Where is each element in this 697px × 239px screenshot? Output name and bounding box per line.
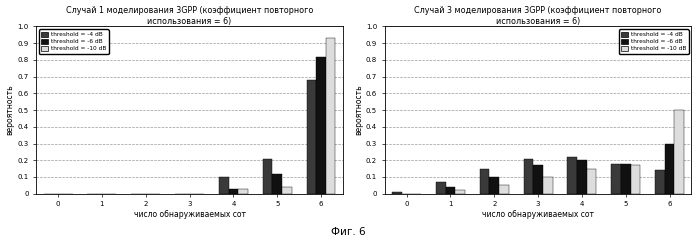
Bar [489,177,499,194]
Bar [273,174,282,194]
Bar [219,177,229,194]
Legend: threshold = -4 dB, threshold = -6 dB, threshold = -10 dB: threshold = -4 dB, threshold = -6 dB, th… [619,29,689,54]
Bar [655,170,665,194]
Bar [282,187,291,194]
Bar [533,165,543,194]
X-axis label: число обнаруживаемых сот: число обнаруживаемых сот [134,210,245,219]
Y-axis label: вероятность: вероятность [354,85,363,135]
Bar [611,163,621,194]
Bar [436,182,445,194]
Bar [665,143,675,194]
Bar [326,38,335,194]
Bar [567,157,577,194]
Bar [392,192,401,194]
Title: Случай 3 моделирования 3GPP (коэффициент повторного
использования = 6): Случай 3 моделирования 3GPP (коэффициент… [415,5,661,26]
Bar [455,190,465,194]
Bar [480,168,489,194]
Bar [631,165,640,194]
Bar [445,187,455,194]
Bar [543,177,553,194]
Bar [316,57,326,194]
Title: Случай 1 моделирования 3GPP (коэффициент повторного
использования = 6): Случай 1 моделирования 3GPP (коэффициент… [66,5,313,26]
Bar [263,158,273,194]
Text: Фиг. 6: Фиг. 6 [331,227,366,237]
Bar [587,168,597,194]
Bar [307,80,316,194]
Y-axis label: вероятность: вероятность [6,85,15,135]
Bar [229,189,238,194]
X-axis label: число обнаруживаемых сот: число обнаруживаемых сот [482,210,594,219]
Bar [675,110,684,194]
Bar [577,160,587,194]
Bar [238,189,248,194]
Bar [499,185,509,194]
Bar [621,163,631,194]
Bar [523,158,533,194]
Legend: threshold = -4 dB, threshold = -6 dB, threshold = -10 dB: threshold = -4 dB, threshold = -6 dB, th… [39,29,109,54]
